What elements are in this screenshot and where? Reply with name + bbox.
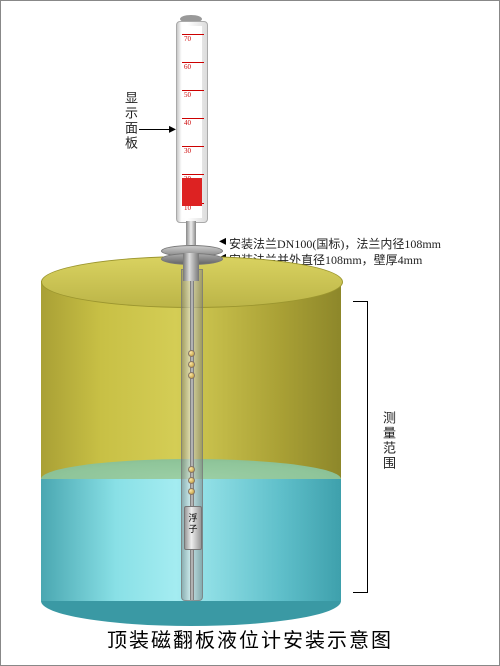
gauge-stem (186, 221, 196, 245)
label-measure-range: 测量范围 (379, 411, 398, 471)
dot-icon (188, 361, 195, 368)
dot-icon (188, 488, 195, 495)
guide-tube-lower-dots (188, 466, 196, 495)
gauge-mark: 40 (182, 118, 204, 127)
guide-tube-inner-rod (190, 270, 194, 600)
dot-icon (188, 466, 195, 473)
gauge-red-indicator (182, 178, 202, 206)
gauge-column: 10203040506070 (176, 21, 206, 281)
arrow-right-icon: ▸ (169, 121, 176, 138)
gauge-mark: 70 (182, 34, 204, 43)
label-flange-line1: 安装法兰DN100(国标)，法兰内径108mm (229, 235, 441, 252)
gauge-mark: 30 (182, 146, 204, 155)
measure-range-bracket (353, 301, 368, 593)
diagram-container: 10203040506070 浮子 显示面板 ▸ 安装法兰DN100(国标)，法… (0, 0, 500, 666)
float-block: 浮子 (184, 506, 202, 550)
dot-icon (188, 477, 195, 484)
dot-icon (188, 372, 195, 379)
gauge-mark: 60 (182, 62, 204, 71)
flange-neck (183, 253, 199, 281)
label-display-panel: 显示面板 (121, 91, 140, 151)
dot-icon (188, 350, 195, 357)
gauge-outer-tube: 10203040506070 (176, 21, 208, 223)
arrow-left-icon: ◂ (219, 233, 226, 250)
guide-tube: 浮子 (181, 269, 203, 601)
gauge-mark: 50 (182, 90, 204, 99)
diagram-caption: 顶装磁翻板液位计安装示意图 (1, 624, 499, 653)
float-label: 浮子 (188, 513, 197, 534)
guide-tube-upper-dots (188, 350, 196, 379)
